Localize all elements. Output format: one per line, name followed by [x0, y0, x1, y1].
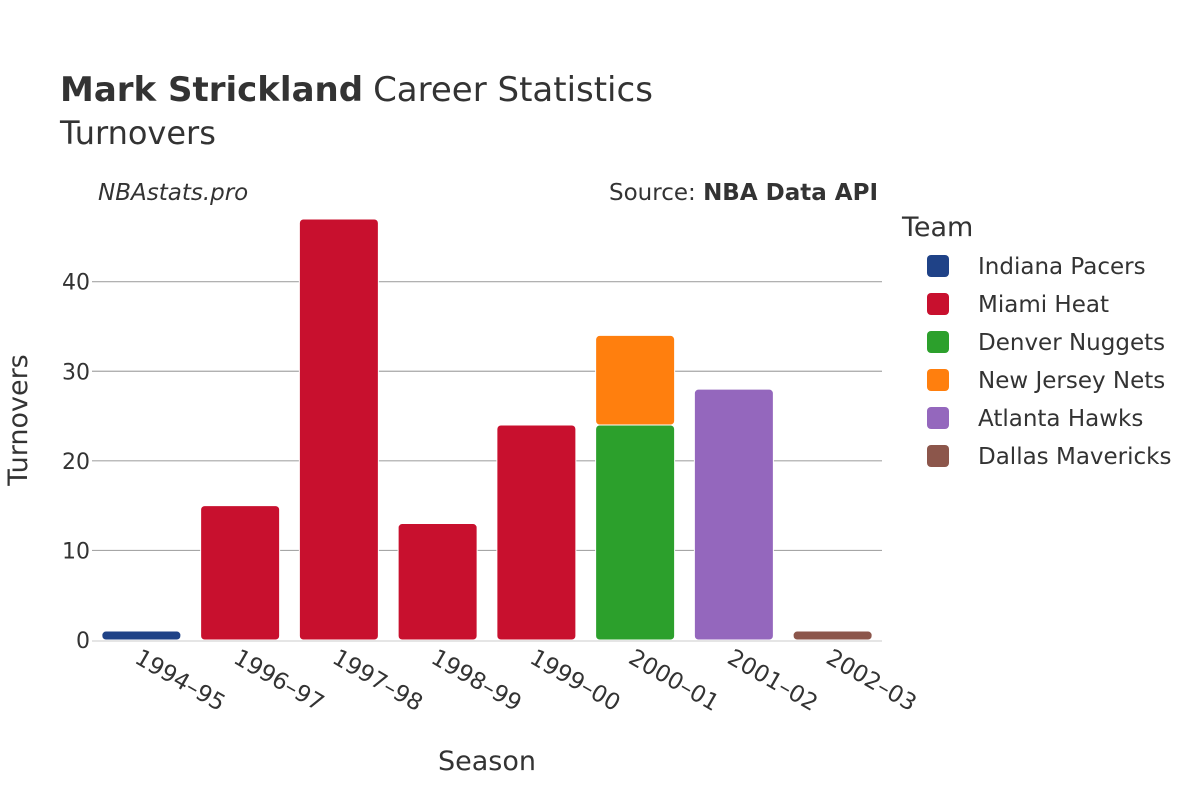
bar-new-jersey-nets — [595, 334, 676, 426]
y-tick-label: 30 — [62, 360, 90, 385]
legend-swatch — [927, 331, 949, 353]
bar-miami-heat — [200, 505, 281, 641]
x-tick-label: 1998–99 — [427, 645, 526, 717]
legend-label: Atlanta Hawks — [978, 406, 1143, 432]
x-tick-label: 2000–01 — [624, 645, 723, 717]
chart-title: Mark Strickland Career Statistics — [60, 70, 653, 110]
y-tick-label: 0 — [76, 629, 90, 654]
legend-label: Indiana Pacers — [978, 254, 1146, 280]
bar-miami-heat — [496, 424, 577, 641]
bar-dallas-mavericks — [792, 630, 873, 641]
x-axis-ticks: 1994–95 1996–97 1997–98 1998–99 1999–00 2000–… — [130, 645, 920, 717]
y-tick-label: 40 — [62, 271, 90, 296]
source-prefix: Source: — [609, 180, 703, 206]
title-rest: Career Statistics — [373, 70, 653, 110]
x-tick-label: 1994–95 — [130, 645, 229, 717]
y-tick-label: 10 — [62, 539, 90, 564]
legend-swatch — [927, 293, 949, 315]
bar-miami-heat — [298, 218, 379, 641]
legend-label: Denver Nuggets — [978, 330, 1165, 356]
title-player-name: Mark Strickland — [60, 70, 363, 110]
bar-indiana-pacers — [101, 630, 182, 641]
chart-subtitle: Turnovers — [59, 114, 216, 152]
bar-miami-heat — [397, 523, 478, 641]
source-name: NBA Data API — [703, 180, 878, 206]
legend-label: Miami Heat — [978, 292, 1109, 318]
y-axis-ticks: 0 10 20 30 40 — [62, 271, 90, 654]
x-axis-title: Season — [438, 746, 536, 777]
legend-label: Dallas Mavericks — [978, 444, 1171, 470]
y-tick-label: 20 — [62, 450, 90, 475]
bar-denver-nuggets — [595, 424, 676, 641]
legend-label: New Jersey Nets — [978, 368, 1165, 394]
x-tick-label: 2002–03 — [822, 645, 921, 717]
legend-swatch — [927, 407, 949, 429]
legend-swatch — [927, 255, 949, 277]
source-label: Source: NBA Data API — [609, 180, 878, 206]
y-axis-title: Turnovers — [3, 354, 34, 487]
legend-title: Team — [901, 212, 973, 243]
bar-atlanta-hawks — [693, 388, 774, 641]
legend: Indiana Pacers Miami Heat Denver Nuggets Ne… — [927, 254, 1171, 470]
bars — [101, 218, 873, 641]
x-tick-label: 1997–98 — [328, 645, 427, 717]
x-tick-label: 1999–00 — [525, 645, 624, 717]
watermark: NBAstats.pro — [98, 180, 248, 206]
x-tick-label: 1996–97 — [229, 645, 328, 717]
legend-swatch — [927, 445, 949, 467]
legend-swatch — [927, 369, 949, 391]
x-tick-label: 2001–02 — [723, 645, 822, 717]
